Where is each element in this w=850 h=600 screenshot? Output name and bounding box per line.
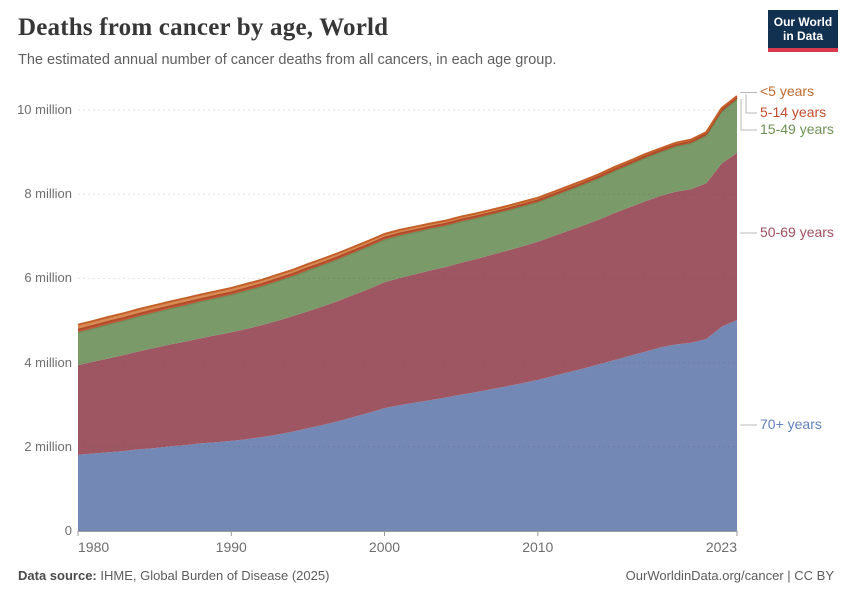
legend-label-15-49[interactable]: 15-49 years [760, 121, 834, 137]
legend-connector [740, 99, 757, 131]
legend-label-70-plus[interactable]: 70+ years [760, 416, 822, 432]
chart-subtitle: The estimated annual number of cancer de… [18, 52, 557, 68]
owid-credit-link[interactable]: OurWorldinData.org/cancer | CC BY [625, 568, 834, 583]
x-axis-label: 2000 [368, 539, 401, 555]
y-axis-label: 6 million [24, 270, 72, 286]
x-axis-label: 1980 [78, 539, 110, 555]
x-axis-label: 2010 [522, 539, 554, 555]
area-50-69-years[interactable] [78, 152, 737, 455]
legend-label-under-5[interactable]: <5 years [760, 83, 815, 99]
line-under-5-years [77, 95, 738, 326]
area-70-plus-years[interactable] [78, 320, 737, 531]
line-5-14-years [77, 97, 738, 331]
y-axis-label: 0 [64, 523, 72, 538]
owid-logo-line1: Our World [773, 15, 833, 29]
page-title: Deaths from cancer by age, World [18, 14, 389, 41]
line-15-49-years [77, 99, 738, 334]
area-15-49-years[interactable] [78, 99, 737, 366]
y-axis-label: 2 million [24, 438, 72, 454]
legend-label-50-69[interactable]: 50-69 years [760, 224, 834, 240]
owid-logo-line2: in Data [782, 29, 823, 44]
data-source-value: IHME, Global Burden of Disease (2025) [100, 568, 330, 583]
data-source-label: Data source: [18, 568, 97, 583]
legend-label-5-14[interactable]: 5-14 years [760, 104, 827, 120]
footer: Data source: IHME, Global Burden of Dise… [18, 568, 834, 583]
y-axis-label: 8 million [24, 186, 72, 202]
x-axis-label: 1990 [215, 539, 247, 555]
x-axis-label: 2023 [705, 539, 737, 555]
legend-connector [745, 94, 757, 114]
y-axis-label: 10 million [17, 102, 72, 117]
owid-logo[interactable]: Our World in Data [768, 10, 838, 52]
data-source: Data source: IHME, Global Burden of Dise… [18, 568, 329, 583]
y-axis-label: 4 million [24, 354, 72, 370]
